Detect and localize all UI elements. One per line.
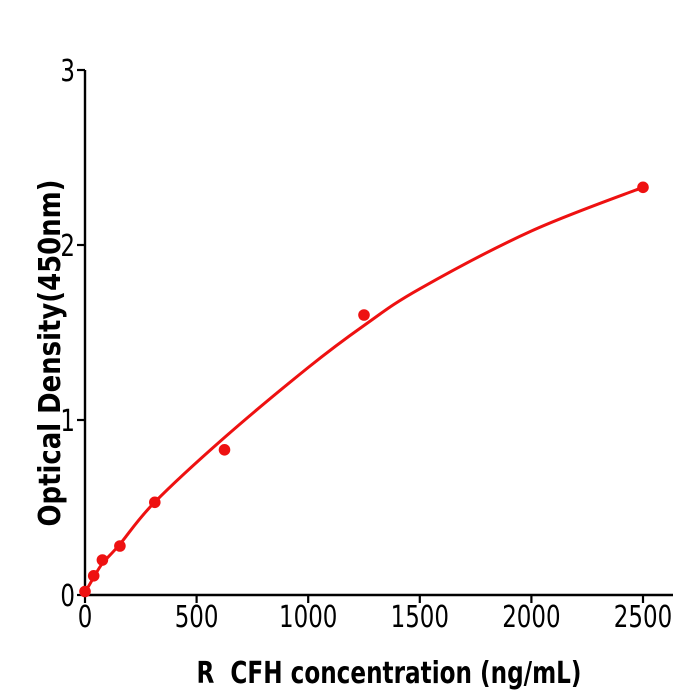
x-tick-label: 1500 (391, 600, 449, 635)
x-tick-label: 2000 (502, 600, 560, 635)
data-point (358, 309, 370, 321)
x-axis-title: R CFH concentration (ng/mL) (197, 656, 582, 691)
fit-curve-path (83, 185, 645, 594)
data-point (149, 496, 161, 509)
series-layer (79, 181, 649, 598)
data-point (79, 585, 91, 598)
x-tick-label: 1000 (279, 600, 337, 635)
y-axis-title: Optical Density(450nm) (33, 180, 68, 527)
data-point (218, 444, 231, 456)
x-tick-label: 0 (78, 600, 93, 635)
data-point (87, 570, 100, 582)
data-point (114, 540, 126, 552)
y-tick-label: 2 (60, 229, 75, 264)
axes-layer: 0 500 1000 1500 2000 2500 0 1 2 3 (60, 54, 673, 635)
data-point (96, 554, 109, 566)
x-tick-label: 2500 (614, 600, 672, 635)
y-tick-label: 3 (60, 54, 75, 89)
y-tick-label: 0 (60, 579, 75, 614)
y-tick-label: 1 (60, 404, 75, 439)
data-point (637, 181, 649, 194)
x-tick-label: 500 (175, 600, 219, 635)
